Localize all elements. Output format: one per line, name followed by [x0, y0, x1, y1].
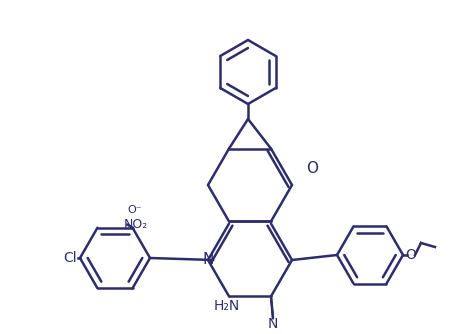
Text: Cl: Cl: [63, 251, 77, 265]
Text: O: O: [406, 248, 416, 262]
Text: O: O: [306, 161, 318, 175]
Text: O⁻: O⁻: [127, 205, 142, 215]
Text: NO₂: NO₂: [124, 218, 148, 231]
Text: N: N: [268, 317, 278, 331]
Text: H₂N: H₂N: [214, 299, 240, 313]
Text: N: N: [202, 253, 214, 268]
